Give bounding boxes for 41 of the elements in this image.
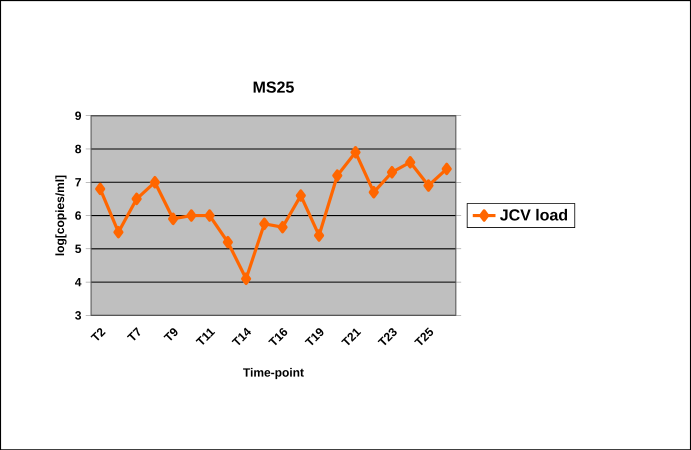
y-tick-label: 5 [75,244,82,253]
point [368,186,379,198]
point [332,169,342,182]
point [95,182,106,195]
x-axis-title: Time-point [243,368,304,379]
y-tick-label: 9 [75,111,82,120]
point [314,229,324,242]
x-tick-label: T16 [268,328,288,346]
point [132,192,142,205]
x-tick-label: T19 [304,328,324,346]
point [168,212,178,225]
legend-label: JCV load [500,208,568,220]
chart-title: MS25 [254,81,294,93]
point [240,272,252,285]
x-tick-label: T23 [378,328,397,346]
point [113,226,124,238]
x-tick-label: T21 [341,328,362,346]
point [423,179,434,192]
point [442,162,452,176]
y-tick-label: 8 [75,144,82,154]
x-tick-label: T11 [196,328,216,345]
y-axis-title: log[copies/ml] [55,175,67,256]
x-tick-label: T2 [90,328,106,340]
point [350,146,361,158]
x-tick-label: T25 [414,327,434,346]
point [186,209,196,222]
point [386,166,398,178]
y-tick-label: 3 [75,310,82,320]
y-tick-label: 6 [75,211,82,220]
x-tick-label: T9 [163,328,178,340]
point [150,176,160,188]
point [277,220,288,234]
point [222,236,233,248]
y-tick-label: 4 [75,278,82,286]
point [259,217,270,230]
point [296,189,306,202]
point [204,209,215,222]
x-tick-label: T14 [232,327,252,345]
point [405,156,416,168]
y-tick-label: 7 [75,178,81,186]
x-tick-label: T7 [126,326,140,340]
